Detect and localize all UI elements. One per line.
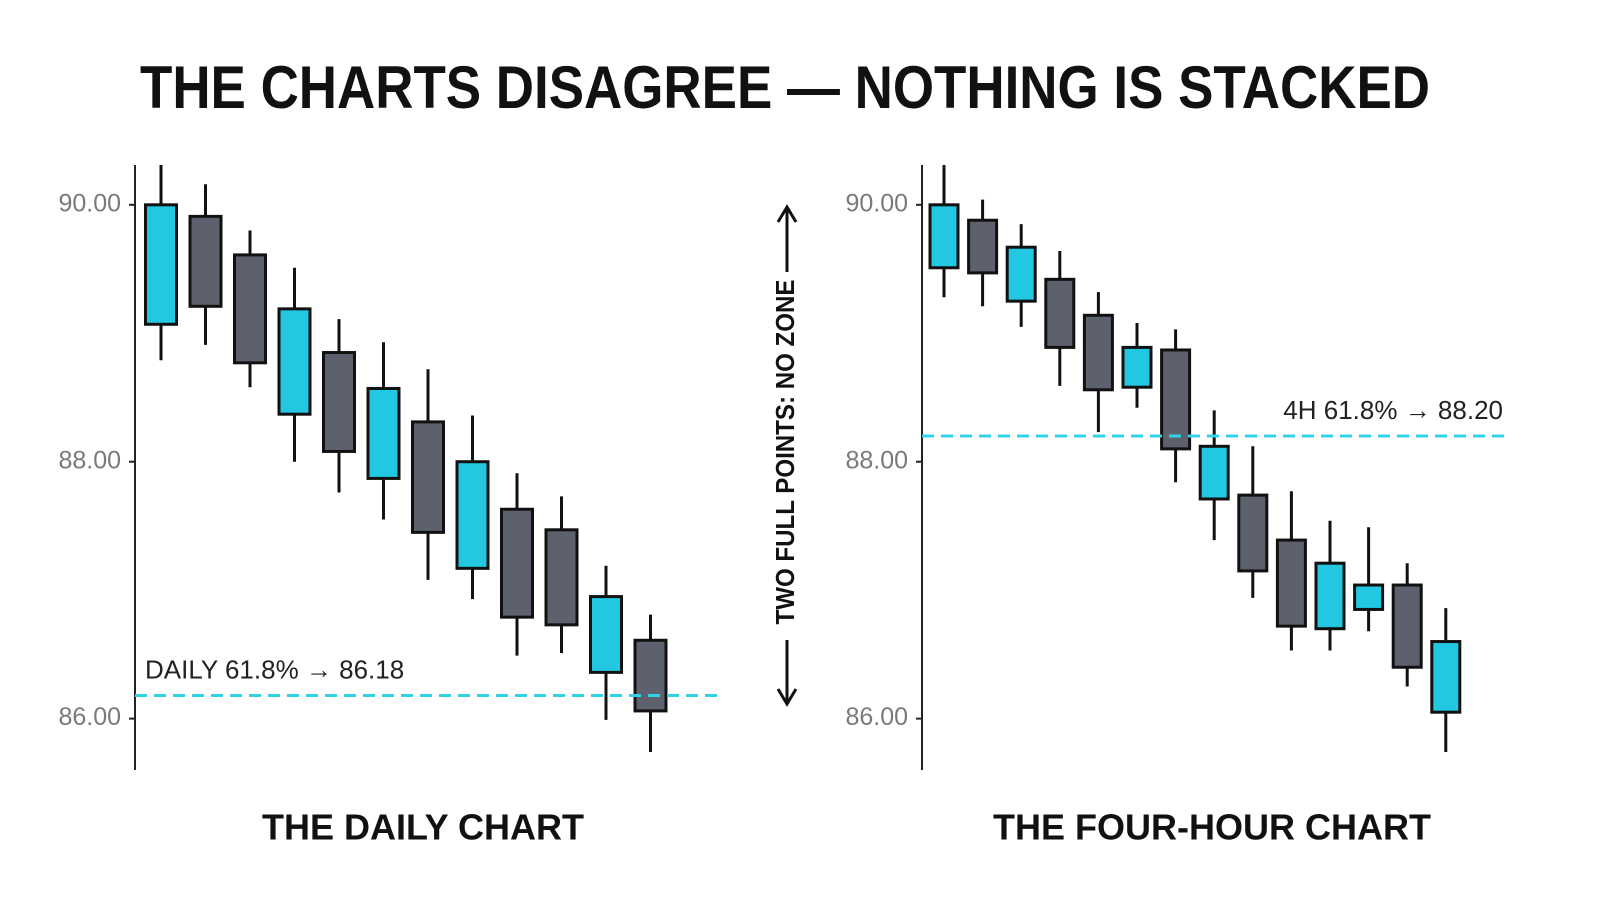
candle-body [144, 203, 178, 326]
y-tick-label: 86.00 [58, 703, 121, 731]
candle-body [1121, 345, 1153, 389]
y-tick-label: 86.00 [845, 703, 908, 731]
chart-title: THE FOUR-HOUR CHART [993, 807, 1431, 848]
y-tick-label: 90.00 [845, 189, 908, 217]
candle-body [544, 528, 579, 627]
candle-body [1237, 493, 1269, 573]
candle-body [1275, 538, 1307, 628]
y-tick-label: 88.00 [845, 446, 908, 474]
chart-title: THE DAILY CHART [262, 807, 584, 848]
candle-body [277, 307, 312, 416]
candle-body [188, 214, 223, 308]
y-tick-label: 90.00 [58, 189, 121, 217]
level-label: 4H 61.8% → 88.20 [1283, 395, 1503, 425]
candle-body [967, 218, 999, 275]
candle-body [1044, 277, 1076, 349]
candle-body [928, 203, 960, 270]
candle-body [322, 351, 356, 453]
candle-body [1082, 313, 1114, 392]
candle-body [1391, 583, 1423, 669]
page-title: THE CHARTS DISAGREE — NOTHING IS STACKED [140, 54, 1430, 121]
candle-body [1005, 245, 1037, 303]
candle-body [1198, 444, 1230, 501]
divider-arrow [776, 204, 798, 707]
candle-body [1314, 561, 1346, 631]
candle-body [633, 638, 668, 713]
level-label: DAILY 61.8% → 86.18 [145, 654, 404, 684]
candle-body [589, 595, 623, 674]
candle-body [1160, 348, 1192, 451]
y-tick-label: 88.00 [58, 446, 121, 474]
candle-body [1353, 583, 1385, 611]
candle-body [411, 420, 445, 534]
divider-note: TWO FULL POINTS: NO ZONE [770, 280, 800, 625]
candle-body [233, 253, 267, 365]
candle-body [500, 507, 534, 619]
candle-body [366, 387, 401, 480]
candle-body [1430, 640, 1462, 714]
candle-body [455, 460, 490, 570]
